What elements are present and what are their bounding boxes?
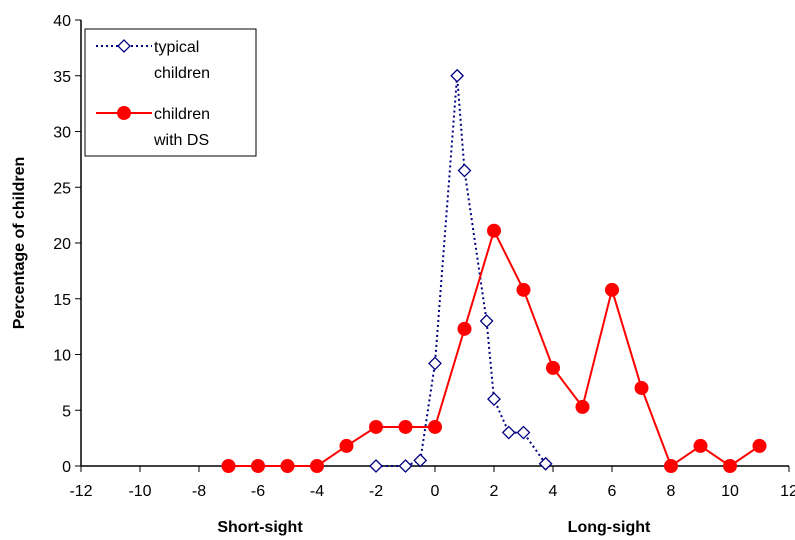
- x-tick-label: 2: [490, 483, 499, 500]
- y-tick-label: 20: [53, 236, 71, 253]
- data-point-circle: [251, 459, 265, 473]
- x-tick-label: 8: [667, 483, 676, 500]
- data-point-diamond: [516, 425, 531, 440]
- series-line: [376, 75, 547, 467]
- data-point-circle: [575, 399, 590, 414]
- series-line: [228, 227, 761, 468]
- series-children-with-ds: [221, 223, 767, 473]
- data-point-diamond: [487, 392, 501, 407]
- legend-label-line: children: [154, 65, 210, 82]
- data-point-diamond: [428, 356, 442, 371]
- x-axis-title-left: Short-sight: [217, 519, 303, 536]
- y-tick-label: 10: [53, 348, 71, 365]
- series: [221, 68, 767, 473]
- y-tick-label: 15: [53, 292, 71, 309]
- legend-item-typical-children: typical children: [96, 39, 210, 82]
- legend-label-line: children: [154, 106, 210, 123]
- data-point-circle: [487, 223, 501, 238]
- data-point-circle: [339, 438, 354, 453]
- data-point-circle: [369, 419, 383, 434]
- legend-label-line: with DS: [153, 132, 209, 149]
- x-tick-label: -10: [128, 483, 151, 500]
- x-tick-label: -6: [251, 483, 265, 500]
- data-point-circle: [221, 459, 236, 473]
- x-tick-label: 10: [721, 483, 739, 500]
- data-point-diamond: [369, 459, 383, 473]
- data-point-diamond: [398, 459, 413, 473]
- data-point-diamond: [413, 453, 428, 468]
- x-tick-label: -12: [69, 483, 92, 500]
- data-point-diamond: [501, 425, 516, 440]
- x-axis-title-right: Long-sight: [568, 519, 651, 536]
- x-tick-label: 0: [431, 483, 440, 500]
- data-point-circle: [546, 360, 560, 375]
- data-point-diamond: [538, 456, 553, 471]
- y-tick-label: 35: [53, 69, 71, 86]
- x-tick-label: 4: [549, 483, 558, 500]
- legend-label-line: typical: [154, 39, 199, 56]
- legend-item-children-with-ds: children with DS: [96, 106, 210, 149]
- y-tick-label: 5: [62, 403, 71, 420]
- data-point-circle: [516, 282, 531, 297]
- data-point-diamond: [450, 68, 465, 83]
- legend-swatch-circle-icon: [117, 106, 131, 120]
- data-point-circle: [605, 282, 619, 297]
- data-point-circle: [428, 419, 442, 434]
- data-point-diamond: [457, 163, 472, 178]
- y-axis-title: Percentage of children: [11, 157, 28, 330]
- data-point-circle: [664, 459, 678, 473]
- x-tick-label: 6: [608, 483, 617, 500]
- y-tick-label: 40: [53, 13, 71, 30]
- data-point-circle: [634, 380, 649, 395]
- data-point-diamond: [479, 314, 494, 328]
- y-tick-label: 30: [53, 125, 71, 142]
- y-tick-label: 25: [53, 180, 71, 197]
- data-point-circle: [280, 459, 295, 473]
- legend-box: [84, 28, 257, 157]
- data-point-circle: [398, 419, 413, 434]
- x-tick-label: -2: [369, 483, 383, 500]
- data-point-circle: [752, 438, 767, 453]
- series-typical-children: [369, 68, 553, 473]
- ticks: -12 -10 -8 -6 -4 -2 0 2 4 6 8 10 12 0 5 10 15 20 25 30 35 40: [53, 13, 795, 500]
- data-point-circle: [693, 438, 708, 453]
- legend: typical children children with DS: [84, 28, 257, 157]
- y-tick-label: 0: [62, 459, 71, 476]
- legend-swatch-diamond-icon: [117, 39, 131, 53]
- x-tick-label: -4: [310, 483, 324, 500]
- x-tick-label: 12: [780, 483, 795, 500]
- data-point-circle: [457, 321, 472, 336]
- data-point-circle: [723, 459, 737, 473]
- data-point-circle: [310, 459, 324, 473]
- x-tick-label: -8: [192, 483, 206, 500]
